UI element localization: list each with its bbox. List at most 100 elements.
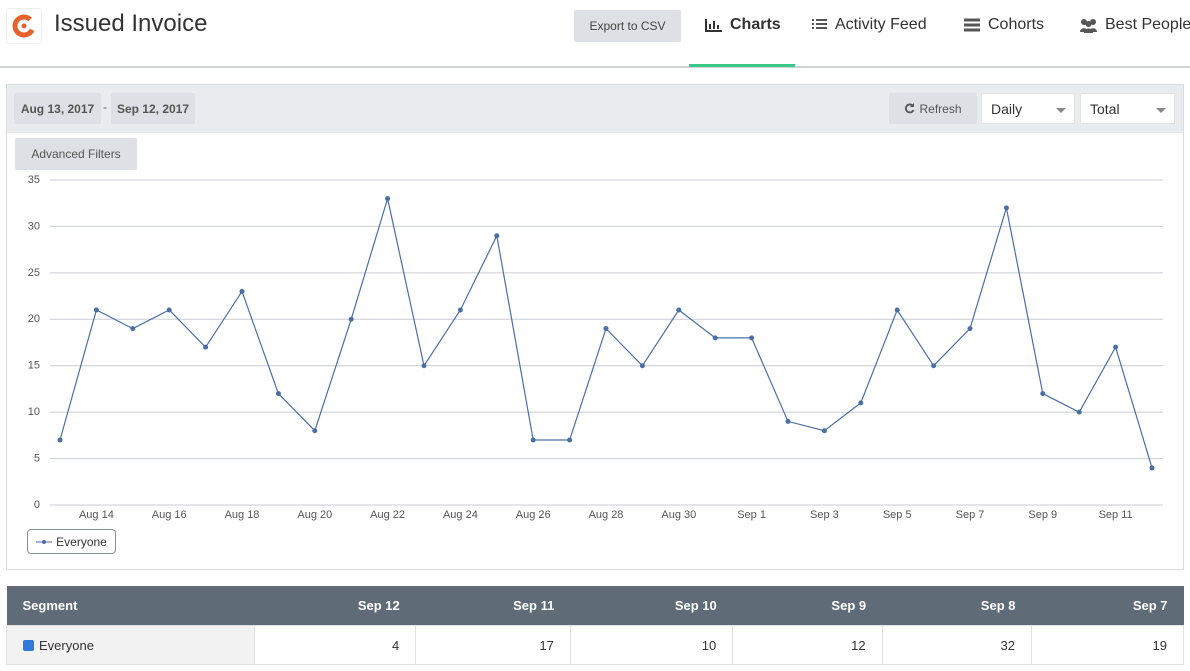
data-row: Everyone 4 17 10 12 32 19 xyxy=(6,625,1185,665)
data-point xyxy=(421,363,427,369)
tab-cohorts[interactable]: Cohorts xyxy=(963,0,1044,50)
data-point xyxy=(894,307,900,313)
data-point xyxy=(1076,409,1082,415)
x-tick-label: Aug 20 xyxy=(297,509,332,521)
cell-text: 10 xyxy=(701,637,717,653)
data-point xyxy=(785,418,791,424)
page-title: Issued Invoice xyxy=(54,10,208,37)
data-point xyxy=(749,335,755,341)
legend[interactable]: Everyone xyxy=(27,529,116,554)
logo xyxy=(6,8,42,44)
y-tick-label: 20 xyxy=(28,313,40,325)
data-point xyxy=(639,363,645,369)
icon xyxy=(905,103,915,114)
cell: 17 xyxy=(415,625,571,665)
header xyxy=(0,0,1190,68)
data-point xyxy=(457,307,463,313)
tab-label: Best People xyxy=(1105,16,1190,33)
cell-text: 19 xyxy=(1152,637,1167,653)
x-tick-label: Aug 18 xyxy=(225,509,260,521)
data-point xyxy=(1040,391,1046,397)
chart-panel xyxy=(6,84,1184,570)
cell-text: 12 xyxy=(851,637,866,653)
y-tick-label: 25 xyxy=(28,267,40,279)
x-tick-label: Aug 24 xyxy=(443,509,478,521)
data-point xyxy=(603,326,609,332)
tab-label: Activity Feed xyxy=(835,16,927,33)
data-point xyxy=(1003,205,1009,211)
tab-people[interactable]: Best People xyxy=(1079,0,1190,50)
chart: 0 5 10 15 20 25 30 35 Aug 14 Aug 16 Aug 18 Aug 20 Au… xyxy=(28,174,1163,521)
data-point xyxy=(1113,344,1119,350)
y-tick-label: 15 xyxy=(28,360,40,372)
legend-marker xyxy=(36,539,53,544)
cell: Everyone xyxy=(6,625,255,665)
data-point xyxy=(1149,465,1155,471)
y-tick-label: 5 xyxy=(34,452,40,464)
export-button[interactable]: Export to CSV xyxy=(574,10,681,42)
cell: 19 xyxy=(1030,625,1185,665)
data-point xyxy=(858,400,864,406)
data-point xyxy=(312,428,318,434)
cell-text: 32 xyxy=(1000,637,1015,653)
tab-charts[interactable]: Charts xyxy=(705,0,781,50)
checkbox[interactable] xyxy=(23,639,34,651)
y-tick-label: 35 xyxy=(28,174,40,186)
x-tick-label: Aug 28 xyxy=(589,509,624,521)
data-point xyxy=(348,316,354,322)
active-tab-indicator xyxy=(689,64,795,67)
date-separator: - xyxy=(103,100,107,114)
data-point xyxy=(385,196,391,202)
cell: 12 xyxy=(732,625,883,665)
filters-button[interactable]: Advanced Filters xyxy=(15,138,137,170)
data-point xyxy=(275,391,281,397)
data-point xyxy=(712,335,718,341)
column-header: Sep 12 xyxy=(254,586,416,626)
x-tick-label: Sep 3 xyxy=(810,509,839,521)
data-point xyxy=(166,307,172,313)
x-tick-label: Aug 16 xyxy=(152,509,187,521)
data-line xyxy=(59,196,1153,469)
refresh-button[interactable]: Refresh xyxy=(889,93,977,124)
cell: 4 xyxy=(253,625,417,665)
cell: 32 xyxy=(881,625,1032,665)
y-tick-label: 0 xyxy=(34,499,40,511)
data-point xyxy=(567,437,573,443)
cell: 10 xyxy=(569,625,734,665)
cell-text: 4 xyxy=(392,637,400,653)
end-date[interactable]: Sep 12, 2017 xyxy=(111,93,195,124)
data-point xyxy=(967,326,973,332)
icon xyxy=(964,18,980,32)
x-tick-label: Aug 22 xyxy=(370,509,405,521)
x-tick-label: Sep 9 xyxy=(1028,509,1057,521)
tab-label: Charts xyxy=(730,16,781,33)
tab-label: Cohorts xyxy=(988,16,1045,33)
icon xyxy=(705,19,722,32)
select-value: Daily xyxy=(991,100,1023,117)
cell-text: Everyone xyxy=(39,637,94,653)
header-row: Segment Sep 12 Sep 11 Sep 10 Sep 9 Sep 8 Sep 7 xyxy=(6,586,1184,626)
data-point xyxy=(821,428,827,434)
x-tick-label: Aug 30 xyxy=(661,509,696,521)
x-tick-label: Sep 7 xyxy=(956,509,985,521)
data-point xyxy=(57,437,63,443)
x-tick-label: Sep 1 xyxy=(737,509,766,521)
column-header: Sep 10 xyxy=(570,586,733,626)
x-tick-label: Aug 26 xyxy=(516,509,551,521)
legend-label: Everyone xyxy=(56,534,107,549)
y-tick-label: 30 xyxy=(28,220,40,232)
icon xyxy=(812,19,827,29)
data-point xyxy=(676,307,682,313)
tab-activity[interactable]: Activity Feed xyxy=(811,0,927,50)
icon xyxy=(1080,18,1097,33)
data-point xyxy=(130,326,136,332)
column-header: Sep 11 xyxy=(415,586,571,626)
start-date[interactable]: Aug 13, 2017 xyxy=(14,93,101,124)
measure-select[interactable]: Total xyxy=(1080,93,1175,124)
x-tick-label: Sep 5 xyxy=(883,509,912,521)
data-point xyxy=(239,288,245,294)
select-value: Total xyxy=(1090,100,1120,117)
interval-select[interactable]: Daily xyxy=(981,93,1075,124)
column-header: Sep 8 xyxy=(882,586,1032,626)
